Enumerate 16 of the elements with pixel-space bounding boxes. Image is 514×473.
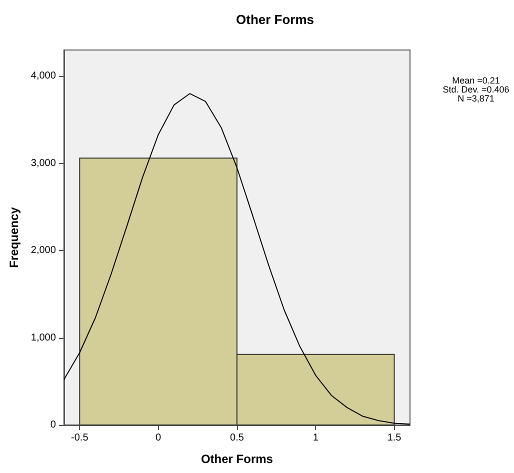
y-tick-label: 1,000: [30, 332, 56, 344]
x-tick-label: 0.5: [230, 432, 244, 444]
text: Mean =0.21: [452, 76, 500, 86]
x-tick-label: 1: [312, 432, 319, 444]
text: Std. Dev. =0.406: [442, 84, 510, 94]
x-axis-title: Other Forms: [200, 452, 274, 466]
y-tick-label: 3,000: [30, 158, 56, 169]
x-tick-label: 0: [156, 432, 162, 444]
y-tick-label: 2,000: [30, 245, 56, 256]
y-axis-title: Frequency: [7, 206, 21, 268]
chart-title: Other Forms: [236, 12, 314, 27]
y-tick-label: 4,000: [30, 70, 56, 82]
x-tick-label: 1.5: [387, 432, 402, 444]
y-tick-label: 0: [50, 420, 56, 430]
text: N =3,871: [458, 94, 494, 104]
x-tick-label: -0.5: [71, 432, 89, 444]
